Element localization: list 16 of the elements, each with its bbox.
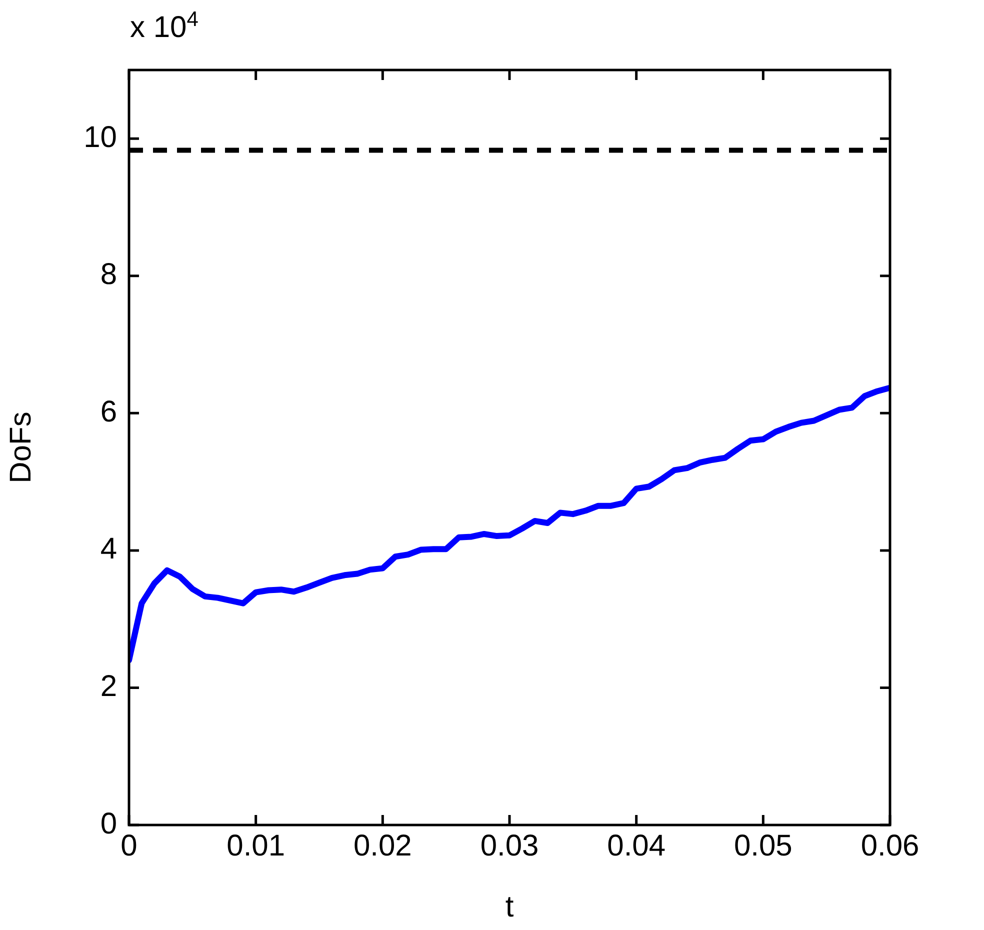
x-tick-label: 0.04	[607, 829, 666, 862]
x-axis-title: t	[505, 890, 514, 924]
x-tick-label: 0.06	[860, 829, 920, 862]
y-axis-title: DoFs	[4, 412, 38, 484]
x-tick-label: 0.01	[226, 829, 286, 862]
y-tick-label: 2	[100, 670, 117, 703]
y-tick-label: 10	[84, 120, 117, 154]
x-tick-label: 0	[120, 829, 138, 862]
y-tick-label: 8	[100, 258, 117, 292]
text: x 10$^{4}$	[130, 8, 198, 45]
x-tick-label: 0.02	[353, 829, 412, 862]
y-tick-label: 4	[100, 532, 117, 566]
x-tick-label: 0.03	[480, 829, 539, 862]
x-tick-label: 0.05	[734, 829, 792, 862]
y-tick-label: 0	[100, 807, 117, 840]
y-tick-label: 6	[100, 395, 117, 428]
